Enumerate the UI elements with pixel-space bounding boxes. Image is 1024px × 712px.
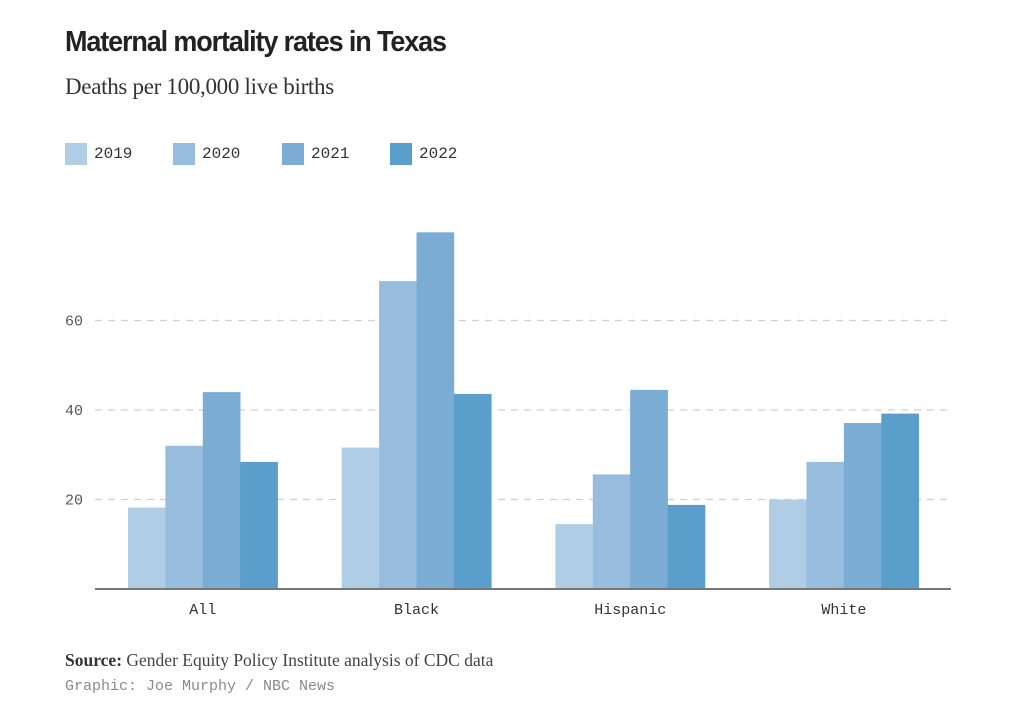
x-tick-label-all: All — [189, 602, 216, 619]
bar-hispanic-2020 — [592, 474, 631, 589]
bar-all-2020 — [165, 445, 204, 589]
x-tick-label-white: White — [821, 602, 866, 619]
legend-swatch-2020 — [173, 143, 195, 165]
graphic-credit: Graphic: Joe Murphy / NBC News — [65, 678, 336, 695]
bar-group-white — [769, 413, 919, 589]
x-axis: All Black Hispanic White — [95, 588, 951, 619]
bar-black-2021 — [416, 232, 455, 590]
bar-white-2022 — [881, 413, 919, 589]
bar-white-2019 — [769, 499, 807, 589]
chart-title: Maternal mortality rates in Texas — [65, 26, 447, 58]
bar-all-2022 — [240, 461, 278, 589]
bar-white-2021 — [843, 423, 882, 589]
bar-group-all — [128, 392, 278, 589]
bar-group-hispanic — [555, 389, 706, 589]
legend-label-2021: 2021 — [311, 145, 350, 163]
x-tick-label-hispanic: Hispanic — [594, 602, 666, 619]
legend-label-2020: 2020 — [202, 145, 241, 163]
source-note: Source: Gender Equity Policy Institute a… — [65, 650, 493, 671]
y-tick-label: 40 — [65, 403, 83, 420]
legend-swatch-2019 — [65, 143, 87, 165]
bar-hispanic-2021 — [630, 389, 668, 589]
bar-white-2020 — [806, 461, 845, 589]
legend-item-2021: 2021 — [282, 142, 349, 166]
x-tick-label-black: Black — [394, 602, 439, 619]
y-tick-label: 20 — [65, 493, 83, 510]
bar-all-2019 — [128, 507, 166, 589]
legend-item-2019: 2019 — [65, 142, 132, 166]
y-tick-label: 60 — [65, 314, 83, 331]
bar-black-2020 — [379, 281, 417, 589]
legend-item-2020: 2020 — [173, 142, 240, 166]
legend-item-2022: 2022 — [390, 142, 457, 166]
bar-all-2021 — [202, 392, 241, 589]
chart-subtitle: Deaths per 100,000 live births — [65, 74, 334, 99]
gridlines: 20 40 60 — [65, 314, 951, 510]
bars — [128, 232, 919, 590]
legend-label-2019: 2019 — [94, 145, 133, 163]
legend-swatch-2021 — [282, 143, 304, 165]
bar-hispanic-2019 — [555, 524, 594, 589]
source-text: Gender Equity Policy Institute analysis … — [126, 650, 494, 670]
legend-swatch-2022 — [390, 143, 412, 165]
source-label: Source: — [65, 650, 123, 670]
bar-hispanic-2022 — [667, 504, 706, 589]
bar-black-2019 — [341, 447, 380, 589]
bar-black-2022 — [453, 393, 492, 589]
bar-group-black — [341, 232, 492, 590]
legend-label-2022: 2022 — [419, 145, 458, 163]
